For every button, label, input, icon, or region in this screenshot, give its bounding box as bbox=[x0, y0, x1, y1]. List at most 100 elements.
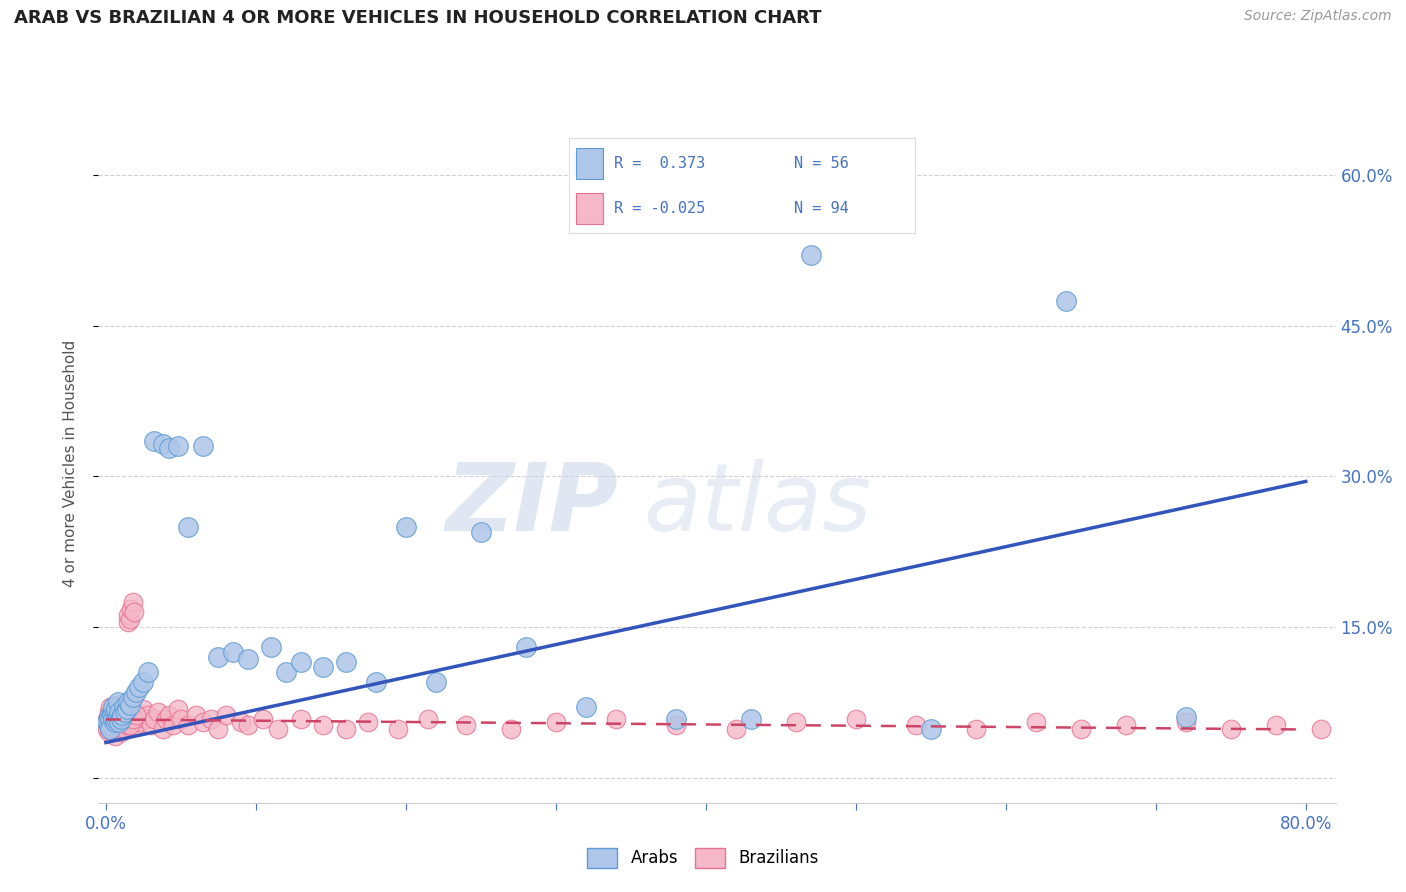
Point bbox=[1054, 293, 1077, 308]
Text: ARAB VS BRAZILIAN 4 OR MORE VEHICLES IN HOUSEHOLD CORRELATION CHART: ARAB VS BRAZILIAN 4 OR MORE VEHICLES IN … bbox=[14, 9, 821, 27]
Legend: Arabs, Brazilians: Arabs, Brazilians bbox=[581, 841, 825, 875]
Point bbox=[104, 718, 127, 732]
Point bbox=[357, 715, 380, 730]
Point bbox=[193, 715, 215, 730]
Point bbox=[96, 715, 118, 730]
Point bbox=[111, 723, 134, 737]
Point bbox=[184, 708, 207, 723]
Point bbox=[101, 706, 124, 720]
Point bbox=[170, 713, 193, 727]
Point bbox=[740, 713, 762, 727]
Point bbox=[108, 723, 131, 737]
Point bbox=[135, 713, 157, 727]
Point bbox=[97, 715, 120, 730]
Point bbox=[122, 690, 145, 705]
Point bbox=[97, 718, 120, 732]
Point bbox=[124, 605, 146, 619]
Point bbox=[152, 437, 174, 451]
Point bbox=[110, 713, 132, 727]
Point bbox=[105, 702, 128, 716]
Point bbox=[193, 439, 215, 453]
Point bbox=[115, 718, 138, 732]
Point bbox=[139, 718, 162, 732]
Point bbox=[114, 706, 136, 720]
Point bbox=[103, 702, 125, 716]
Point bbox=[104, 698, 127, 713]
Point bbox=[1025, 715, 1047, 730]
Point bbox=[122, 713, 145, 727]
Point bbox=[1174, 715, 1197, 730]
Point bbox=[117, 695, 139, 709]
Point bbox=[118, 718, 141, 732]
Point bbox=[312, 660, 335, 674]
Point bbox=[107, 708, 129, 723]
Point bbox=[364, 675, 387, 690]
Point bbox=[112, 708, 135, 723]
Point bbox=[128, 708, 150, 723]
Point bbox=[148, 706, 170, 720]
Point bbox=[97, 710, 120, 724]
Point bbox=[103, 713, 125, 727]
Point bbox=[142, 434, 165, 449]
Point bbox=[267, 723, 290, 737]
Point bbox=[260, 640, 283, 654]
Point bbox=[107, 710, 129, 724]
Point bbox=[1070, 723, 1092, 737]
Point bbox=[115, 702, 138, 716]
Point bbox=[605, 713, 627, 727]
Point bbox=[162, 718, 184, 732]
Point bbox=[103, 723, 125, 737]
Point bbox=[157, 442, 180, 456]
Point bbox=[207, 650, 229, 665]
Point bbox=[125, 713, 148, 727]
Point bbox=[117, 615, 139, 629]
Point bbox=[1115, 718, 1137, 732]
Y-axis label: 4 or more Vehicles in Household: 4 or more Vehicles in Household bbox=[63, 340, 77, 588]
Point bbox=[1174, 710, 1197, 724]
Point bbox=[132, 675, 155, 690]
Point bbox=[111, 713, 134, 727]
Point bbox=[104, 706, 127, 720]
Point bbox=[105, 702, 128, 716]
Point bbox=[470, 524, 492, 539]
Point bbox=[103, 713, 125, 727]
Point bbox=[418, 713, 440, 727]
Point bbox=[152, 723, 174, 737]
Point bbox=[785, 715, 807, 730]
Point bbox=[904, 718, 927, 732]
Point bbox=[665, 718, 688, 732]
Point bbox=[108, 706, 131, 720]
Point bbox=[544, 715, 567, 730]
Point bbox=[111, 708, 134, 723]
Point bbox=[142, 713, 165, 727]
Point bbox=[105, 713, 128, 727]
Point bbox=[101, 715, 124, 730]
Point bbox=[104, 729, 127, 743]
Point bbox=[167, 702, 190, 716]
Point bbox=[335, 655, 357, 669]
Point bbox=[425, 675, 447, 690]
Point bbox=[117, 713, 139, 727]
Point bbox=[454, 718, 477, 732]
Point bbox=[335, 723, 357, 737]
Point bbox=[1264, 718, 1286, 732]
Point bbox=[515, 640, 537, 654]
Point bbox=[499, 723, 522, 737]
Point bbox=[128, 681, 150, 695]
Point bbox=[1309, 723, 1331, 737]
Text: Source: ZipAtlas.com: Source: ZipAtlas.com bbox=[1244, 9, 1392, 23]
Point bbox=[136, 665, 159, 680]
Point bbox=[108, 713, 131, 727]
Point bbox=[115, 708, 138, 723]
Point bbox=[238, 652, 260, 666]
Point bbox=[155, 713, 177, 727]
Point bbox=[107, 718, 129, 732]
Point bbox=[177, 718, 200, 732]
Point bbox=[97, 706, 120, 720]
Point bbox=[177, 519, 200, 533]
Point bbox=[100, 700, 122, 714]
Point bbox=[104, 715, 127, 730]
Point bbox=[125, 708, 148, 723]
Point bbox=[100, 710, 122, 724]
Point bbox=[110, 715, 132, 730]
